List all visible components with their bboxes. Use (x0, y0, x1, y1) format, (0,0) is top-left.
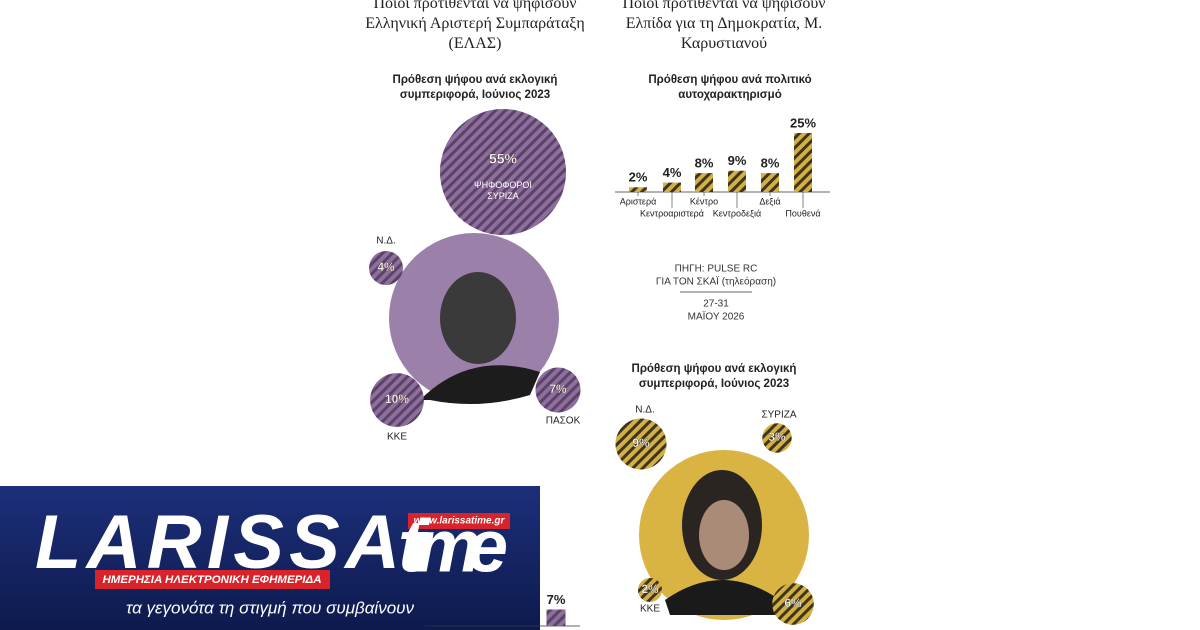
value-label: 7% (547, 592, 566, 607)
value-label: 8% (695, 156, 714, 171)
category-label: Πουθενά (785, 208, 820, 218)
value-label: 6% (784, 596, 802, 610)
value-label: 55% (489, 151, 518, 167)
value-label: 25% (790, 115, 816, 130)
bubble (370, 373, 424, 427)
bubble-label: ΣΥΡΙΖΑ (761, 410, 796, 421)
bubble-label: ΚΚΕ (640, 604, 660, 615)
bubble (535, 367, 581, 413)
bar (794, 133, 812, 192)
value-label: 2% (641, 582, 659, 596)
value-label: 4% (377, 260, 395, 274)
category-label: Κέντρο (690, 196, 718, 206)
source: ΠΗΓΗ: PULSE RC (675, 264, 758, 275)
bubble (762, 423, 792, 453)
bubble-label: Ν.Δ. (635, 405, 654, 416)
value-label: 8% (761, 156, 780, 171)
bar (761, 173, 779, 192)
bar (695, 173, 713, 192)
bubble (369, 251, 403, 285)
bar (663, 182, 681, 192)
logo-panel (0, 486, 540, 630)
logo-suffix: time (398, 505, 508, 588)
value-label: 10% (385, 392, 409, 406)
category-label: Δεξιά (759, 196, 780, 206)
bubble-label: ΚΚΕ (387, 432, 407, 443)
chart-subtitle: Πρόθεση ψήφου ανά εκλογική συμπεριφορά, … (392, 74, 558, 101)
bubble-label: ΠΑΣΟΚ (546, 416, 581, 427)
logo-tagline: τα γεγονότα τη στιγμή που συμβαίνουν (126, 598, 415, 617)
bar (546, 609, 566, 626)
chart-subtitle: Πρόθεση ψήφου ανά εκλογική συμπεριφορά, … (631, 363, 797, 390)
bubble (637, 577, 663, 603)
bubble (772, 583, 814, 625)
bubble (615, 418, 667, 470)
bubble (439, 108, 567, 236)
category-label: Αριστερά (620, 196, 657, 206)
portrait-right (639, 450, 809, 620)
chart-title: Ποιοι προτίθενται να ψηφίσουν Ελληνική Α… (365, 0, 585, 52)
logo-band-text: ΗΜΕΡΗΣΙΑ ΗΛΕΚΤΡΟΝΙΚΗ ΕΦΗΜΕΡΙΔΑ (102, 574, 321, 586)
chart-title: Ποιοι προτίθενται να ψηφίσουν Ελπίδα για… (622, 0, 826, 52)
date: 27-31 (703, 299, 729, 310)
bar (728, 170, 746, 192)
category-label: Κεντροαριστερά (640, 208, 704, 218)
value-label: 4% (663, 165, 682, 180)
date: ΜΑΪΟΥ 2026 (688, 311, 745, 323)
bubble-label: ΨΗΦΟΦΟΡΟΙ ΣΥΡΙΖΑ (474, 180, 532, 201)
bubble-label: Ν.Δ. (376, 236, 395, 247)
source: ΓΙΑ ΤΟΝ ΣΚΑΪ (τηλεόραση) (656, 276, 776, 288)
value-label: 9% (728, 153, 747, 168)
value-label: 7% (549, 382, 567, 396)
value-label: 9% (632, 436, 650, 450)
logo-band (95, 570, 330, 589)
portrait-left (389, 233, 559, 404)
logo-url: www.larissatime.gr (414, 516, 506, 527)
category-label: Κεντροδεξιά (713, 208, 761, 218)
value-label: 3% (768, 430, 786, 444)
value-label: 2% (629, 170, 648, 185)
logo-name: LARISSA (35, 500, 400, 585)
chart-subtitle: Πρόθεση ψήφου ανά πολιτικό αυτοχαρακτηρι… (648, 74, 812, 101)
logo-url-box (408, 513, 510, 529)
bar (629, 187, 647, 192)
